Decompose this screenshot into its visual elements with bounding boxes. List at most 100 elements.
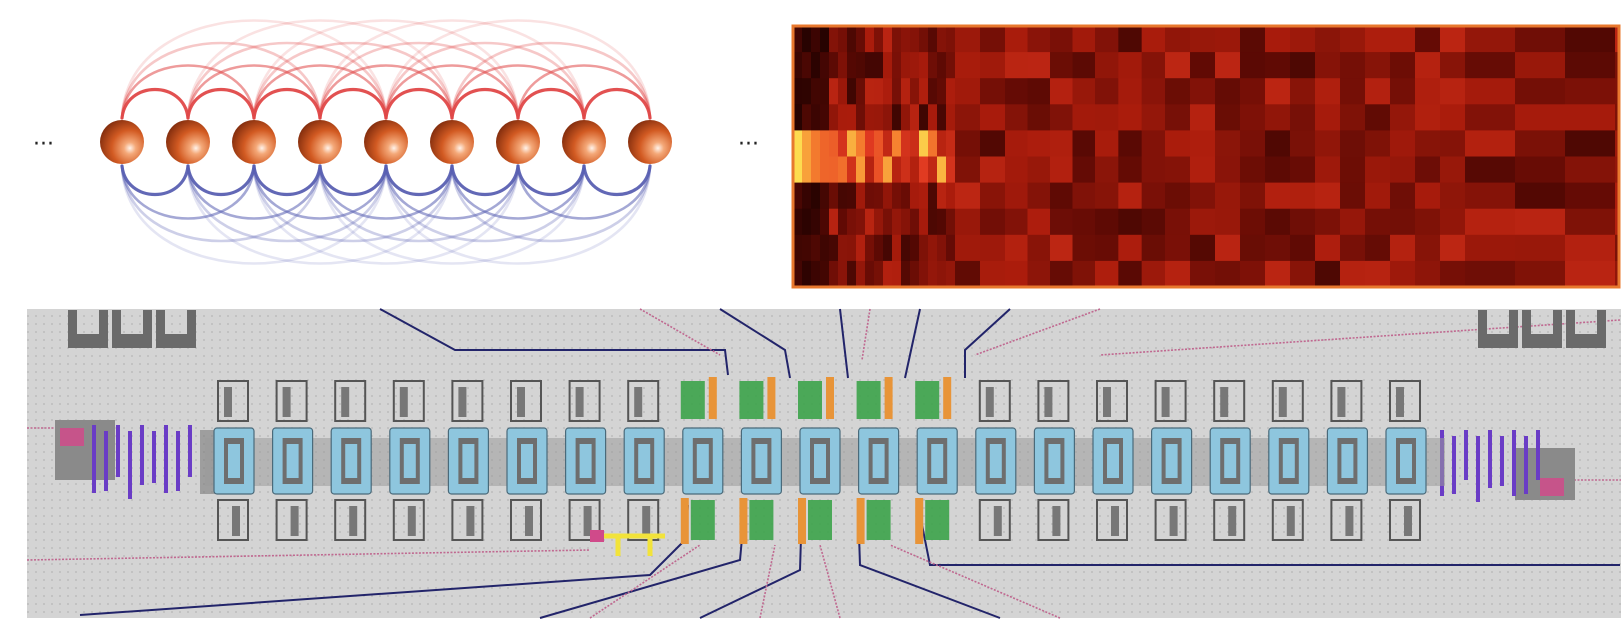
heatmap-cell [820,260,830,287]
heatmap-cell [901,104,911,131]
heatmap-cell [856,234,866,262]
heatmap-cell [793,156,803,184]
readout-stub-upper [341,387,350,417]
heatmap-cell [1050,26,1074,53]
heatmap-cell [865,208,875,236]
heatmap-cell [1240,156,1266,184]
coupling-arc-below [252,164,454,243]
right-bias-line [1476,436,1480,502]
heatmap-cell [1340,260,1366,287]
heatmap-cell [901,130,911,158]
bonding-pad [1478,310,1518,348]
coupling-arc-below [252,164,388,220]
heatmap-cell [1005,234,1029,262]
heatmap-cell [1615,156,1619,184]
heatmap-cell [865,130,875,158]
heatmap-cell [1190,156,1216,184]
heatmap-cell [937,182,947,210]
heatmap-cell [1165,104,1191,131]
heatmap-cell [1072,26,1096,53]
heatmap-cell [802,52,812,79]
heatmap-cell [820,130,830,158]
readout-resonator-lower [217,499,249,541]
lattice-site [364,120,408,164]
heatmap-cell [937,52,947,79]
heatmap-cell [928,182,938,210]
lattice-site [100,120,144,164]
readout-orange-upper [884,377,893,419]
heatmap-cell [1290,156,1316,184]
readout-stub-upper [634,387,643,417]
heatmap-cell [1265,130,1291,158]
heatmap-cell [1515,234,1566,262]
heatmap-cell [1315,52,1341,79]
heatmap-cell [1165,208,1191,236]
lattice-site [232,120,276,164]
heatmap-cell [1095,78,1119,105]
chip-line-pink [1099,319,1621,356]
coupling-arc-above [384,87,454,120]
left-pink-pad [60,428,84,446]
transmon-gap [286,444,299,478]
heatmap-cell [1465,156,1516,184]
readout-green-lower [925,500,950,540]
heatmap-cell [1072,104,1096,131]
transmon-gap [755,444,768,478]
coupling-arc-above [318,41,520,120]
heatmap-cell [838,208,848,236]
heatmap-cell [1240,104,1266,131]
heatmap-cell [1118,182,1143,210]
chip-line-navy [904,308,921,379]
readout-resonator-upper [1037,380,1070,422]
chip-readout-resonators [217,377,1421,544]
heatmap-cell [1565,26,1616,53]
coupling-arc-below [186,164,388,243]
readout-stub-lower [583,506,592,536]
ellipsis-left: ··· [33,132,54,157]
coupling-arc-above [186,87,256,120]
readout-orange-lower [856,498,865,544]
heatmap-cell [1118,130,1143,158]
transmon-gap [989,444,1002,478]
heatmap-cell [980,260,1006,287]
coupling-arc-above [384,19,652,120]
readout-stub-lower [290,506,299,536]
heatmap-cell [802,260,812,287]
readout-green-lower [749,500,774,540]
heatmap-cell [793,234,803,262]
heatmap-cell [1290,182,1316,210]
chip-line-pink [819,544,841,619]
heatmap-cell [883,130,893,158]
heatmap-cell [1340,52,1366,79]
lattice-site [562,120,606,164]
coupling-arc-below [516,164,586,197]
heatmap-cell [1240,130,1266,158]
heatmap-cell [1340,156,1366,184]
heatmap-cell [1190,208,1216,236]
transmon-gap [1400,444,1412,478]
readout-stub-lower [993,506,1002,536]
heatmap-cell [919,260,929,287]
lattice-site [166,120,210,164]
heatmap-cell [937,130,947,158]
coupling-arc-below [318,164,454,220]
readout-resonator-lower [627,499,660,541]
heatmap-cell [919,52,929,79]
heatmap-cell [1565,78,1616,105]
heatmap-cell [1215,104,1241,131]
heatmap-cell [847,208,857,236]
heatmap-cell [910,156,920,184]
heatmap-cell [793,78,803,105]
readout-stub-upper [575,387,584,417]
heatmap-cell [910,260,920,287]
heatmap-cell [928,78,938,105]
heatmap-cell [980,78,1006,105]
heatmap-cell [1005,156,1029,184]
heatmap-cell [1440,208,1466,236]
heatmap-cell [1027,156,1051,184]
heatmap-cell [838,26,848,53]
coupling-arc-below [384,164,652,265]
heatmap-cell [946,130,956,158]
heatmap-cell [1315,234,1341,262]
readout-stub-upper [1044,387,1053,417]
